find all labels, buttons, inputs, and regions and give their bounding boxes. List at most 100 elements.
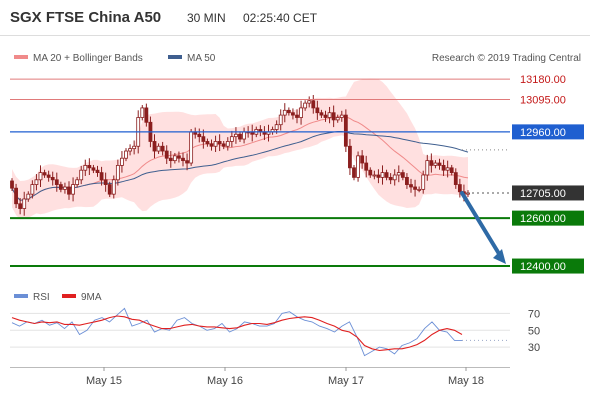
candle-body [50,176,55,181]
candle [286,107,291,116]
candle-body [38,172,43,181]
candle-body [30,184,35,195]
rsi-panel: 70 50 30 [10,307,540,357]
candle [229,130,234,148]
candle-body [364,162,369,171]
candle [75,176,80,188]
candle-body [54,179,59,185]
candle-body [331,112,336,121]
candle-body [201,136,206,142]
rsi-line [11,307,462,357]
candle-body [396,172,401,176]
rsi-ma-swatch [62,294,76,298]
candle [177,151,181,163]
resistance-label: 13095.00 [520,95,566,107]
candle [87,158,92,175]
candle-body [164,150,169,159]
candle-body [388,176,393,181]
candle [364,155,369,178]
rsi-tick-label: 30 [528,342,540,354]
time-tick-label: May 15 [86,375,122,387]
candle-body [449,167,454,174]
candle-body [319,112,324,116]
candle [111,175,116,199]
candle-body [124,150,128,159]
candle-body [79,169,84,181]
candle [421,170,426,194]
candle-body [400,172,405,178]
candle-body [128,148,132,152]
candle-body [368,169,373,176]
moving-average-layer [11,115,469,201]
candle-body [278,114,283,126]
candle [185,153,189,171]
candle-body [87,165,92,169]
candle [238,131,242,142]
candle-body [282,109,287,116]
candle-body [409,184,413,188]
candle-body [238,133,242,140]
candle [156,143,161,154]
candle [95,165,100,177]
candle-body [372,174,377,177]
candle-body [156,145,161,152]
candle [197,128,202,143]
candle-body [209,143,214,147]
candle-body [445,167,450,171]
candle [38,165,43,187]
candle [356,151,360,182]
candle-body [242,131,246,140]
bollinger-band [12,78,468,220]
candle-body [380,172,385,178]
candle [213,135,218,152]
level-resistance: 13180.00 [10,74,566,86]
ma50-line [11,131,469,201]
candle [445,160,450,178]
candle-body [18,203,23,209]
candle [14,183,18,209]
candle [107,181,112,198]
candle-body [34,179,39,185]
candle [168,151,173,168]
candle-body [189,131,194,164]
candle [343,109,348,152]
candle-body [67,186,71,195]
rsi-tick-label: 50 [528,325,540,337]
candle [225,137,230,151]
candle-body [421,174,426,190]
support-label: 12400.00 [520,261,566,273]
candle-body [95,169,100,174]
candle [120,151,124,173]
candle [201,129,206,149]
candle [327,106,332,124]
candle-body [83,165,88,171]
candle-body [75,179,80,185]
candle-body [225,141,230,147]
candle [221,140,226,150]
candle [291,108,295,120]
candle [384,169,389,181]
candle-body [307,100,312,104]
candle [172,152,177,164]
time-label: 02:25:40 CET [243,11,318,25]
candle-body [335,117,340,121]
candlestick-layer [10,94,470,216]
candle [282,103,287,123]
candle [132,140,137,155]
pivot-tag [512,124,584,140]
candle [405,173,409,189]
candle-body [339,114,344,118]
candle [152,134,157,159]
candle-body [168,157,173,162]
forecast-arrow-shaft [460,190,503,260]
candle-body [433,162,438,166]
candle [205,138,210,147]
candle-body [144,107,149,123]
forecast-arrow-layer [460,190,506,265]
candle-body [115,165,120,181]
support-tag [512,210,584,226]
level-pivot: 12960.00 [10,124,584,140]
candle-body [197,133,202,138]
candle [67,181,71,200]
candle [34,174,39,191]
